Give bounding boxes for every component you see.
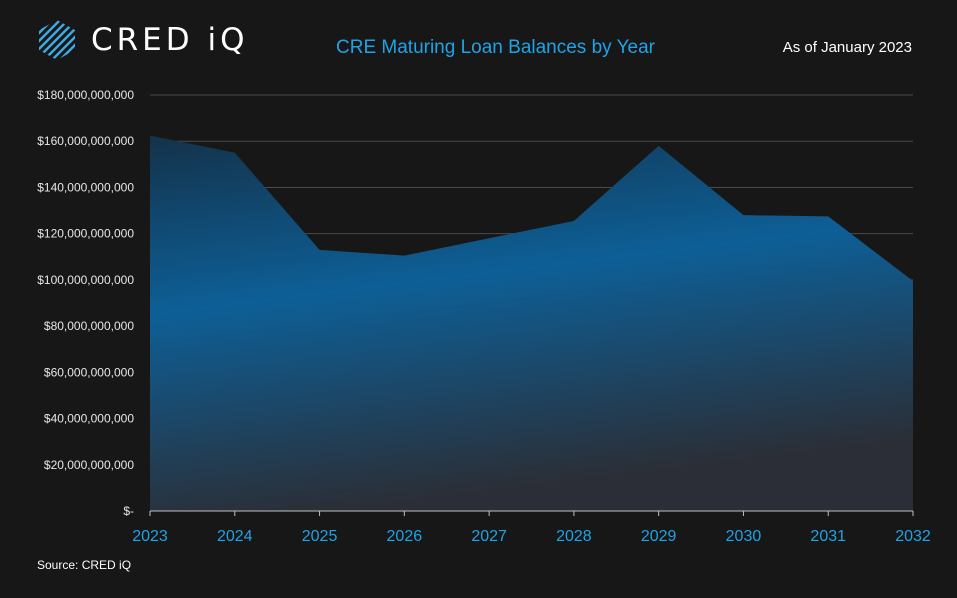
x-tick-label: 2023 — [132, 528, 168, 545]
x-tick-label: 2030 — [726, 528, 762, 545]
series-area-fill — [150, 135, 913, 511]
y-tick-label: $20,000,000,000 — [44, 458, 134, 472]
x-tick-label: 2032 — [895, 528, 931, 545]
x-tick-label: 2025 — [302, 528, 338, 545]
brand-logo: CRED iQ — [37, 19, 249, 61]
x-tick-label: 2029 — [641, 528, 677, 545]
x-tick-label: 2028 — [556, 528, 592, 545]
y-tick-label: $160,000,000,000 — [37, 134, 134, 148]
cred-iq-logo-icon — [39, 20, 75, 60]
x-axis: 2023 2024 2025 2026 2027 2028 2029 2030 2031 2032 — [132, 510, 931, 545]
x-tick-label: 2026 — [387, 528, 423, 545]
y-tick-label: $- — [123, 504, 134, 518]
y-tick-label: $180,000,000,000 — [37, 88, 134, 102]
brand-name: CRED iQ — [91, 22, 249, 58]
y-tick-label: $80,000,000,000 — [44, 319, 134, 333]
y-tick-label: $40,000,000,000 — [44, 412, 134, 426]
y-tick-label: $140,000,000,000 — [37, 180, 134, 194]
chart-title: CRE Maturing Loan Balances by Year — [336, 37, 655, 58]
as-of-date: As of January 2023 — [782, 39, 912, 56]
y-axis: $- $20,000,000,000 $40,000,000,000 $60,000,… — [37, 88, 134, 518]
y-tick-label: $60,000,000,000 — [44, 365, 134, 379]
x-tick-label: 2027 — [471, 528, 507, 545]
series-area — [150, 135, 913, 511]
source-note: Source: CRED iQ — [37, 558, 132, 572]
y-tick-label: $100,000,000,000 — [37, 273, 134, 287]
y-tick-label: $120,000,000,000 — [37, 227, 134, 241]
x-tick-label: 2031 — [810, 528, 846, 545]
x-tick-label: 2024 — [217, 528, 253, 545]
